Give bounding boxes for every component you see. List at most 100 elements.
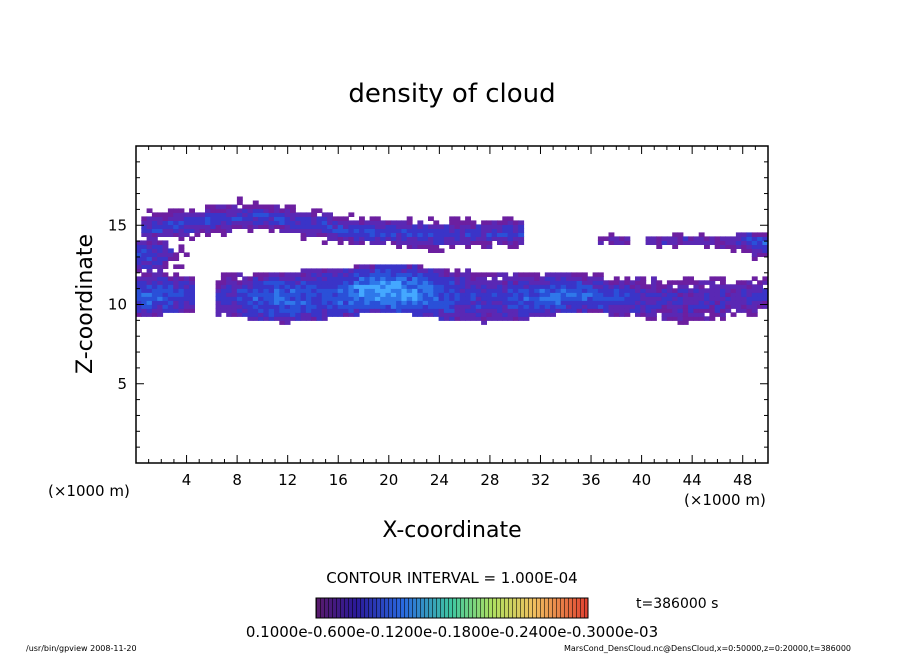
cloud-cell: [247, 284, 254, 289]
cloud-cell: [428, 232, 434, 237]
cloud-cell: [353, 308, 360, 313]
cloud-cell: [566, 276, 572, 281]
cloud-cell: [337, 296, 344, 301]
cloud-cell: [247, 208, 254, 213]
cloud-cell: [316, 272, 323, 277]
cloud-cell: [428, 228, 434, 233]
cloud-cell: [151, 252, 158, 257]
cloud-cell: [613, 240, 620, 245]
cloud-cell: [348, 236, 355, 241]
cloud-cell: [183, 296, 190, 301]
cloud-cell: [348, 224, 355, 229]
cloud-cell: [146, 236, 153, 241]
cloud-cell: [491, 276, 498, 281]
cloud-cell: [263, 300, 270, 305]
cloud-cell: [417, 304, 424, 309]
cloud-cell: [597, 280, 604, 285]
cloud-cell: [205, 216, 211, 221]
cloud-cell: [311, 220, 318, 225]
cloud-cell: [666, 284, 673, 289]
cloud-cell: [343, 280, 349, 285]
cloud-cell: [141, 264, 148, 269]
cloud-cell: [656, 300, 663, 305]
cloud-cell: [157, 212, 164, 217]
cloud-cell: [528, 288, 535, 293]
cloud-cell: [226, 288, 233, 293]
cloud-cell: [433, 224, 440, 229]
cloud-cell: [300, 316, 307, 321]
cloud-cell: [337, 276, 344, 281]
cloud-cell: [199, 212, 206, 217]
cloud-cell: [502, 280, 509, 285]
cloud-cell: [507, 228, 514, 233]
cloud-cell: [470, 232, 477, 237]
cloud-cell: [210, 208, 217, 213]
cloud-cell: [449, 240, 456, 245]
cloud-cell: [481, 244, 487, 249]
cloud-cell: [226, 280, 233, 285]
cloud-cell: [136, 252, 142, 257]
cloud-cell: [730, 248, 737, 253]
cloud-cell: [343, 276, 349, 281]
cloud-cell: [189, 216, 195, 221]
cloud-cell: [486, 288, 493, 293]
cloud-cell: [167, 280, 174, 285]
cloud-cell: [470, 280, 477, 285]
cloud-cell: [151, 232, 158, 237]
cloud-cell: [550, 312, 556, 317]
cloud-cell: [470, 272, 477, 277]
cloud-cell: [666, 312, 673, 317]
cloud-cell: [502, 284, 509, 289]
cloud-cell: [141, 256, 148, 261]
cloud-cell: [528, 312, 535, 317]
cloud-cell: [550, 296, 556, 301]
cloud-cell: [141, 308, 148, 313]
cloud-cell: [274, 220, 280, 225]
cloud-cell: [454, 276, 461, 281]
cloud-cell: [359, 272, 365, 277]
cloud-cell: [497, 300, 503, 305]
cloud-cell: [481, 228, 487, 233]
cloud-cell: [576, 276, 583, 281]
cloud-cell: [518, 276, 525, 281]
cloud-cell: [141, 280, 148, 285]
cloud-cell: [162, 240, 169, 245]
cloud-cell: [369, 296, 376, 301]
cloud-cell: [401, 232, 408, 237]
cloud-cell: [661, 296, 668, 301]
cloud-cell: [417, 232, 424, 237]
cloud-cell: [290, 276, 296, 281]
cloud-cell: [651, 316, 657, 321]
cloud-cell: [406, 224, 413, 229]
cloud-cell: [167, 292, 174, 297]
cloud-cell: [327, 212, 333, 217]
cloud-cell: [704, 240, 710, 245]
cloud-cell: [518, 284, 525, 289]
cloud-cell: [162, 264, 169, 269]
cloud-cell: [210, 216, 217, 221]
cloud-cell: [422, 300, 429, 305]
cloud-cell: [576, 308, 583, 313]
cloud-cell: [539, 312, 546, 317]
cloud-cell: [459, 276, 466, 281]
cloud-cell: [406, 264, 413, 269]
cloud-cell: [433, 284, 440, 289]
cloud-cell: [502, 288, 509, 293]
cloud-cell: [481, 304, 487, 309]
cloud-cell: [311, 316, 318, 321]
cloud-cell: [146, 256, 153, 261]
cloud-cell: [640, 284, 647, 289]
cloud-cell: [688, 288, 694, 293]
cloud-cell: [311, 304, 318, 309]
cloud-cell: [295, 224, 302, 229]
cloud-cell: [311, 228, 318, 233]
cloud-cell: [173, 300, 180, 305]
cloud-cell: [173, 216, 180, 221]
cloud-cell: [475, 224, 482, 229]
cloud-cell: [348, 232, 355, 237]
cloud-cell: [481, 224, 487, 229]
cloud-cell: [534, 300, 541, 305]
cloud-cell: [645, 304, 652, 309]
cloud-cell: [497, 292, 503, 297]
cloud-cell: [252, 204, 259, 210]
